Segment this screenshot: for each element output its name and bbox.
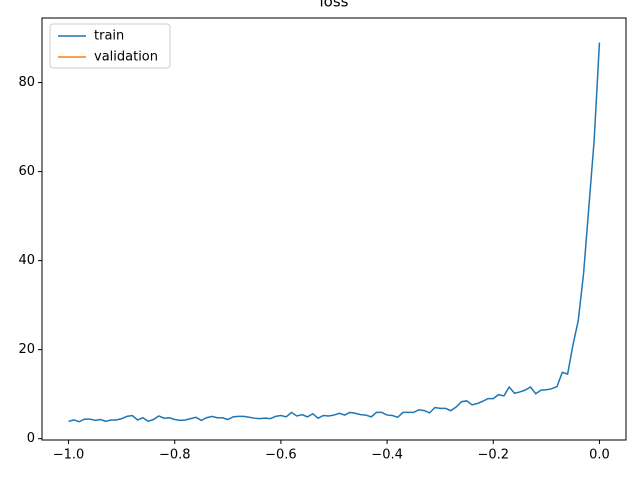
y-tick-label: 20 <box>18 342 35 357</box>
y-tick-label: 0 <box>27 431 35 446</box>
legend-label: train <box>94 29 124 44</box>
y-tick-label: 40 <box>18 253 35 268</box>
chart-title: loss <box>320 0 349 11</box>
x-tick-label: −1.0 <box>53 448 85 463</box>
x-tick-label: 0.0 <box>589 448 610 463</box>
plot-frame <box>41 17 627 441</box>
x-tick-label: −0.6 <box>265 448 297 463</box>
x-tick-label: −0.8 <box>159 448 191 463</box>
x-tick-label: −0.4 <box>371 448 403 463</box>
x-tick-label: −0.2 <box>477 448 509 463</box>
legend-label: validation <box>94 50 158 65</box>
line-series <box>68 42 601 423</box>
y-tick-label: 60 <box>18 164 35 179</box>
y-tick-label: 80 <box>18 75 35 90</box>
